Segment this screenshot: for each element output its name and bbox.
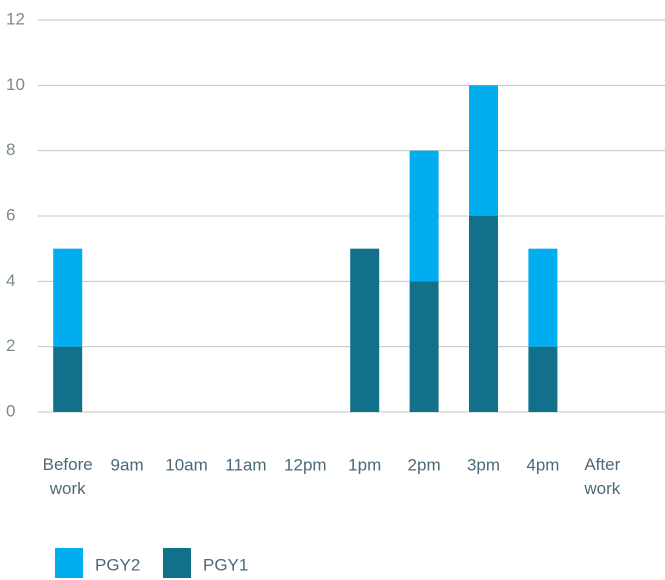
- x-tick-label: 9am: [111, 455, 144, 474]
- y-tick-label: 0: [6, 401, 15, 420]
- bar-segment: [409, 150, 439, 282]
- y-tick-label: 12: [6, 9, 25, 28]
- y-tick-label: 2: [6, 336, 15, 355]
- x-tick-label: 3pm: [467, 455, 500, 474]
- y-tick-label: 8: [6, 140, 15, 159]
- legend-swatch: [55, 548, 83, 578]
- bar-segment: [528, 248, 558, 347]
- x-tick-label: 10am: [165, 455, 208, 474]
- x-tick-label: After work: [583, 455, 620, 498]
- y-tick-label: 4: [6, 271, 15, 290]
- y-tick-label: 10: [6, 75, 25, 94]
- bar-segment: [53, 346, 83, 412]
- x-tick-label: Before work: [43, 455, 93, 498]
- bar-segment: [350, 248, 380, 412]
- legend-swatch: [163, 548, 191, 578]
- y-tick-label: 6: [6, 205, 15, 224]
- bar-segment: [469, 216, 498, 412]
- legend-label: PGY1: [203, 555, 248, 574]
- bar-segment: [469, 85, 498, 216]
- legend-label: PGY2: [95, 555, 140, 574]
- x-tick-label: 1pm: [348, 455, 381, 474]
- x-tick-label: 4pm: [526, 455, 559, 474]
- bar-segment: [409, 281, 439, 412]
- x-tick-label: 2pm: [408, 455, 441, 474]
- x-tick-label: 12pm: [284, 455, 327, 474]
- bar-segment: [528, 346, 558, 412]
- x-tick-label: 11am: [225, 455, 266, 474]
- bar-segment: [53, 248, 83, 347]
